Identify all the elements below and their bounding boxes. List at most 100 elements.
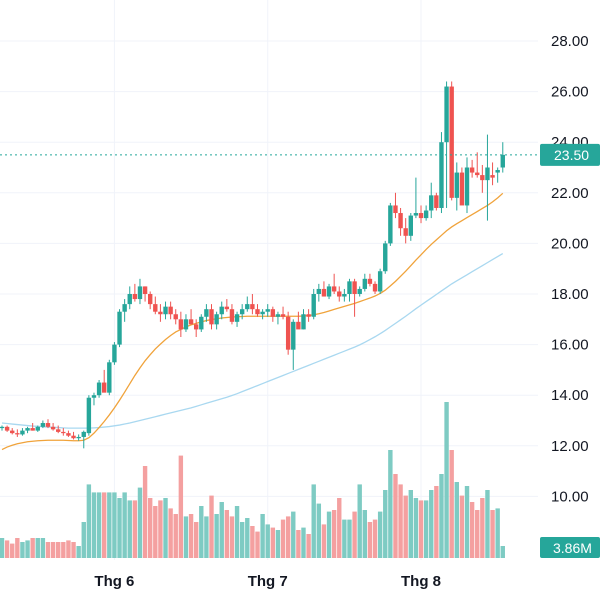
volume-bar xyxy=(275,530,281,558)
volume-bar xyxy=(183,516,189,558)
volume-bar xyxy=(163,498,168,558)
volume-bar xyxy=(209,495,214,558)
volume-bar xyxy=(321,524,327,558)
candle-body xyxy=(403,228,408,236)
candle-body xyxy=(163,306,168,315)
candle-body xyxy=(107,362,112,393)
candle-body xyxy=(239,309,245,315)
volume-bar xyxy=(418,500,424,558)
candle-body xyxy=(35,426,40,431)
volume-bar xyxy=(342,519,347,558)
candle-body xyxy=(147,294,153,305)
volume-bar xyxy=(449,450,454,558)
candle-body xyxy=(81,431,86,437)
volume-bar xyxy=(475,510,480,558)
candle-body xyxy=(362,278,368,289)
candles xyxy=(0,81,505,449)
ma-long-path xyxy=(1,252,504,429)
x-axis: Thg 6 Thg 7 Thg 8 xyxy=(94,573,441,590)
volume-bar xyxy=(291,511,296,558)
candle-body xyxy=(265,309,270,312)
candle-body xyxy=(449,86,454,198)
volume-bar xyxy=(91,492,97,558)
volume-tag xyxy=(540,537,600,558)
volume-bar xyxy=(285,516,291,558)
candle-body xyxy=(372,283,378,292)
volume-bar xyxy=(245,518,250,558)
volume-bar xyxy=(193,522,199,558)
ma-short-line xyxy=(1,192,504,451)
volume-bar xyxy=(250,526,255,558)
volume-bar xyxy=(86,484,92,558)
candle-body xyxy=(275,314,281,317)
candle-body xyxy=(331,286,337,292)
candle-body xyxy=(219,306,224,315)
candle-body xyxy=(301,314,306,330)
candle-body xyxy=(342,294,347,297)
volume-bar xyxy=(423,500,429,558)
volume-bar xyxy=(316,503,322,558)
volume-bar xyxy=(490,510,495,558)
volume-bar xyxy=(239,522,245,558)
volume-bar xyxy=(127,500,132,558)
volume-bar xyxy=(306,534,311,558)
volume-bar xyxy=(408,490,413,558)
candle-body xyxy=(464,167,470,206)
volume-bar xyxy=(260,514,265,558)
candle-body xyxy=(137,286,143,300)
candle-body xyxy=(383,243,388,272)
y-tick-label: 28.00 xyxy=(551,33,589,50)
last-price-label: 23.50 xyxy=(554,147,589,163)
volume-bar xyxy=(188,514,194,558)
volume-bar xyxy=(219,502,224,558)
volume-bar xyxy=(4,540,10,558)
candle-body xyxy=(423,210,429,219)
candle-body xyxy=(480,175,485,181)
volume-bar xyxy=(178,455,184,558)
candle-body xyxy=(255,309,260,315)
volume-bar xyxy=(429,490,434,558)
volume-bar xyxy=(117,498,122,558)
candle-body xyxy=(291,321,296,350)
volume-bar xyxy=(403,495,408,558)
candle-body xyxy=(367,278,373,284)
volume-bar xyxy=(311,484,316,558)
candle-body xyxy=(398,213,403,229)
volume-bar xyxy=(20,542,25,558)
candle-body xyxy=(260,311,265,315)
candle-body xyxy=(50,426,56,430)
volume-bar xyxy=(132,500,138,558)
candle-body xyxy=(96,382,102,396)
candle-body xyxy=(429,195,434,211)
y-tick-label: 20.00 xyxy=(551,235,589,252)
candle-body xyxy=(66,433,71,436)
candle-body xyxy=(485,167,490,181)
candle-body xyxy=(321,288,327,297)
volume-bar xyxy=(280,519,286,558)
volume-bar xyxy=(234,506,240,558)
volume-bar xyxy=(326,511,332,558)
last-price-tag xyxy=(540,143,600,166)
candle-body xyxy=(418,213,424,219)
volume-bar xyxy=(147,498,153,558)
candle-body xyxy=(56,429,61,432)
volume-bar xyxy=(10,543,15,558)
volume-bar xyxy=(444,402,449,558)
volume-bar xyxy=(296,530,301,558)
volume-bar xyxy=(383,490,388,558)
candle-body xyxy=(250,304,255,310)
candle-body xyxy=(204,309,209,317)
volume-bar xyxy=(367,522,373,558)
volume-bar xyxy=(96,492,102,558)
volume-bar xyxy=(168,508,173,558)
candle-body xyxy=(132,294,138,300)
candle-body xyxy=(25,428,30,431)
volume-bar xyxy=(25,540,30,558)
candle-body xyxy=(199,316,204,330)
x-tick-label: Thg 6 xyxy=(94,573,134,590)
candle-body xyxy=(347,281,352,294)
candle-body xyxy=(188,319,194,325)
volume-bar xyxy=(81,522,86,558)
